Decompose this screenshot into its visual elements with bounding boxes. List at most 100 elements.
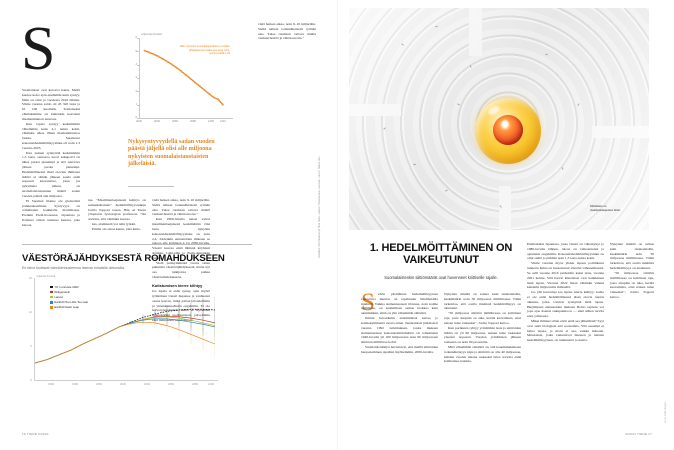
chart-title: VÄESTÖRÄJÄHDYKSESTÄ ROMAHDUKSEEN bbox=[22, 253, 225, 264]
right-column-2: Nykyisin miehiä on samaa kuin tanskalais… bbox=[444, 292, 521, 364]
legend-swatch bbox=[50, 306, 53, 309]
paragraph: Kun 1960-luvulla naiset saivat maailmanl… bbox=[152, 217, 210, 260]
chart-legend: YK:n ennuste 2022 Wittgenstein Lancet Earth… bbox=[50, 285, 88, 310]
paragraph: "50 miljoonaa siittiötä millilitrassa on… bbox=[444, 311, 521, 325]
y-tick-label: 0 bbox=[135, 116, 138, 120]
paragraph: Jos yhä harvempi saa lapsia, kierre kiih… bbox=[527, 290, 604, 319]
paragraph: Suomalaistutkijat havaitsivat, että meil… bbox=[361, 344, 438, 354]
y-tick-label: 0 bbox=[30, 378, 33, 382]
footer-right: 6/2024 TIEDE 17 bbox=[625, 432, 652, 436]
y-tick-label: 4 bbox=[135, 62, 138, 66]
legend-swatch bbox=[50, 300, 53, 304]
divider bbox=[22, 244, 252, 245]
nucleus-icon bbox=[493, 115, 523, 145]
paragraph: Ilmiön havaidutiin ensimmäistä kertaa jo… bbox=[361, 316, 439, 345]
y-tick-label: 15 bbox=[29, 276, 32, 280]
credit-line-left: Grafiikka: Petri Mulkkari ja Tiina Huttu… bbox=[318, 155, 321, 258]
article-headline: 1. HEDELMÖITTÄMINEN ON VAIKEUTUNUT bbox=[369, 242, 513, 267]
left-column-top-right: vielä hetken aikaa, noin 9–10 miljardiin… bbox=[258, 22, 316, 41]
legend-swatch bbox=[50, 290, 53, 294]
legend-item: Wittgenstein bbox=[50, 290, 88, 294]
paragraph: Nykyisin miehiä on samaa kuin tanskalais… bbox=[610, 242, 654, 271]
y-tick-label: 6 bbox=[135, 36, 138, 40]
x-tick-label: 2060 bbox=[168, 383, 174, 386]
paragraph: Esimerkiksi Japanissa, jossa väestö on v… bbox=[527, 242, 604, 261]
paragraph: tua. "Maailmanlaajuisesti kehitys on sam… bbox=[88, 198, 146, 222]
y-tick-label: 10 bbox=[29, 310, 32, 314]
right-page: Siittiökato on maailmanlaajuinen ilmiö. … bbox=[337, 0, 674, 450]
left-column-3: vielä hetken aikaa, noin 9–10 miljardiin… bbox=[152, 198, 210, 323]
drop-cap-left: S bbox=[21, 15, 56, 83]
left-column-2: tua. "Maailmanlaajuisesti kehitys on sam… bbox=[88, 198, 146, 232]
chart-unit-label: miljardia ihmistä bbox=[36, 275, 56, 278]
y-tick-label: 5 bbox=[30, 344, 33, 348]
footer-left: 16 TIEDE 6/2024 bbox=[22, 432, 49, 436]
x-tick-label: 2080 bbox=[192, 383, 198, 386]
paragraph: vielä hetken aikaa, noin 9–10 miljardiin… bbox=[258, 22, 316, 41]
y-tick-label: 2 bbox=[135, 89, 138, 93]
section-subheading: Kutistumisen kierre kiihtyy bbox=[152, 282, 203, 288]
x-tick-label: 2100 bbox=[208, 383, 214, 386]
article-subheadline: Suomalaistenkin siittiömäärät ovat huven… bbox=[384, 275, 498, 280]
legend-swatch bbox=[50, 295, 53, 299]
paragraph: Kun parikunta ryhtyy yrittämään lasta ja… bbox=[444, 325, 521, 345]
paragraph: Miksi ihmiset sitten eivät enää saa jälk… bbox=[527, 319, 604, 343]
x-tick-label: 2000 bbox=[96, 383, 102, 386]
x-tick-label: 2020 bbox=[136, 120, 142, 123]
legend-item: EarthAll Too Little Too Late bbox=[50, 300, 88, 304]
egg-cell-icon bbox=[475, 98, 541, 164]
paragraph: Suomalaiset ovat katoava kansa. Meitä ku… bbox=[22, 88, 80, 121]
drop-cap-right: S bbox=[361, 289, 375, 316]
chart-population-explosion: VÄESTÖRÄJÄHDYKSESTÄ ROMAHDUKSEEN Eri tah… bbox=[22, 244, 252, 418]
legend-item: YK:n ennuste 2022 bbox=[50, 285, 88, 289]
pull-quote: Nykysyntyvyydellä sadan vuoden päästä jä… bbox=[128, 139, 215, 168]
paragraph: Emme ole ainoa kansa, joka kutis- bbox=[92, 226, 141, 231]
chart-unit-label: miljoonaa ihmistä bbox=[141, 33, 162, 36]
maze-illustration bbox=[349, 8, 649, 230]
right-column-1: elvin yksittäinen hedelmällisyyteen vaik… bbox=[361, 292, 438, 355]
paragraph: Mitä vähemmän siittiöitä on, sitä kauemm… bbox=[444, 344, 521, 364]
legend-label: Wittgenstein bbox=[54, 290, 71, 295]
paragraph: Nykyisin miehiä on samaa kuin tanskalais… bbox=[444, 292, 521, 311]
legend-label: EarthAll Too Little Too Late bbox=[54, 300, 89, 305]
x-tick-label: 2080 bbox=[190, 120, 196, 123]
paragraph: Kun lapsia syntyy keskimäärin vähemmän k… bbox=[22, 121, 80, 150]
divider bbox=[128, 186, 174, 187]
y-tick-label: 1 bbox=[135, 102, 138, 106]
paragraph: Vielä parikymmentä vuotta sitten puhutti… bbox=[152, 260, 210, 279]
paragraph: Ei Suomen tilanne ole globaalisti poikke… bbox=[22, 198, 80, 227]
legend-label: Lancet bbox=[54, 295, 63, 300]
chart-population-decline: miljoonaa ihmistä 6 5 4 3 2 1 0 2020 204… bbox=[128, 33, 238, 130]
chart-subtitle: Eri tahot tuottavat väestöennusteensa hi… bbox=[22, 266, 125, 270]
x-tick-label: 1960 bbox=[48, 383, 54, 386]
x-tick-label: 2040 bbox=[144, 383, 150, 386]
paragraph: vielä hetken aikaa, noin 9–10 miljardiin… bbox=[152, 198, 210, 217]
x-tick-label: 2020 bbox=[120, 383, 126, 386]
x-tick-label: 2060 bbox=[172, 120, 178, 123]
paragraph: Viime vuosina myös yhden lapsen politiik… bbox=[527, 261, 604, 290]
legend-item: Lancet bbox=[50, 295, 88, 299]
left-column-1: Suomalaiset ovat katoava kansa. Meitä ku… bbox=[22, 88, 80, 228]
x-tick-label: 1980 bbox=[72, 383, 78, 386]
paragraph: elvin yksittäinen hedelmällisyyteen vaik… bbox=[361, 292, 438, 316]
image-caption: Siittiökato on maailmanlaajuinen ilmiö. bbox=[590, 205, 621, 212]
left-page: S Suomalaiset ovat katoava kansa. Meitä … bbox=[21, 15, 321, 436]
bottom-chart-svg bbox=[35, 297, 215, 364]
y-tick-label: 3 bbox=[135, 76, 138, 80]
legend-label: EarthAll Giant Leap bbox=[54, 305, 80, 310]
paragraph: kas, alamäestä voi tulla jyrkkä. bbox=[92, 222, 136, 227]
right-column-3: Esimerkiksi Japanissa, jossa väestö on v… bbox=[527, 242, 604, 343]
legend-swatch bbox=[50, 285, 53, 289]
x-tick-label: 2040 bbox=[154, 120, 160, 123]
y-tick-label: 5 bbox=[135, 49, 138, 53]
right-column-4: Nykyisin miehiä on samaa kuin tanskalais… bbox=[610, 242, 654, 300]
top-chart-svg bbox=[143, 49, 224, 106]
paragraph: "50 miljoonaa siittiötä millilitrassa on… bbox=[610, 270, 654, 299]
x-tick-label: 2110 bbox=[220, 120, 226, 123]
chart-annotation: Näin nykyisten suomalaisperäisten ja hei… bbox=[179, 45, 230, 56]
legend-label: YK:n ennuste 2022 bbox=[54, 285, 79, 289]
paragraph: Kun nainen synnyttää keskimäärin 1,3 las… bbox=[22, 150, 80, 198]
credit-line-right: Kuva: Getty Images bbox=[664, 402, 667, 423]
x-tick-label: 2100 bbox=[208, 120, 214, 123]
